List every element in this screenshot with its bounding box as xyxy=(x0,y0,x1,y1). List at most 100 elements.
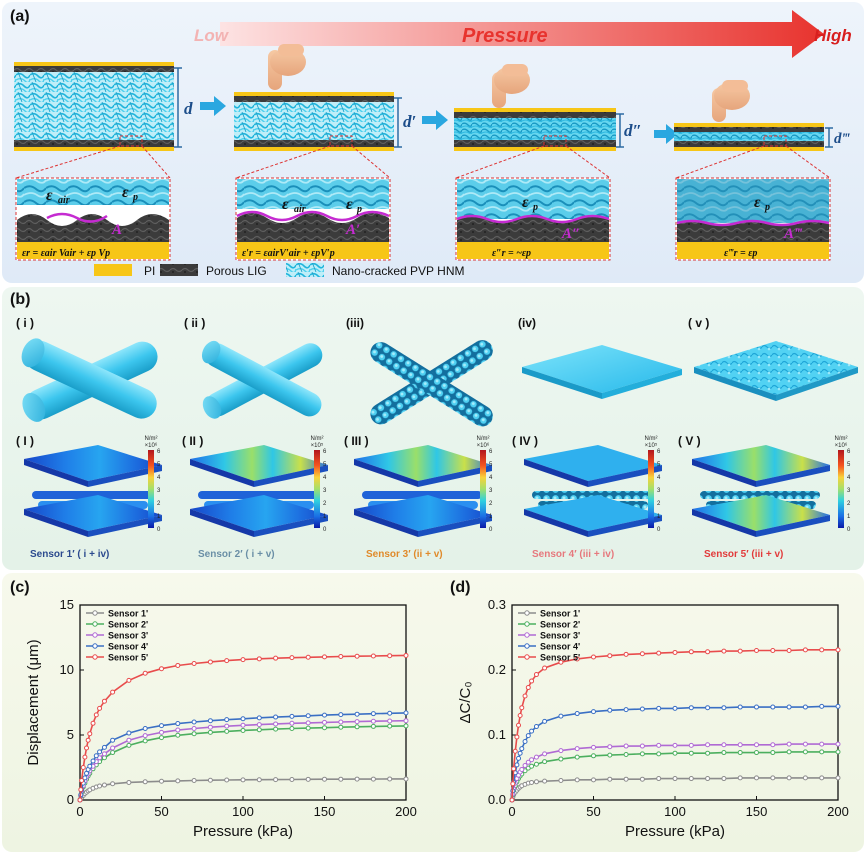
chart-c-data-point xyxy=(101,744,107,750)
chart-c-data-point xyxy=(80,765,86,770)
chart-c-data-point xyxy=(403,723,409,729)
colorbar xyxy=(648,450,654,528)
legend-swatch-pvp xyxy=(286,263,324,277)
chart-c-legend-label: Sensor 3' xyxy=(108,631,148,641)
panel-cd: (c) (d) 0 50 100 150 200 0 5 10 15 Pressure (kPa)… xyxy=(2,573,864,852)
chart-d-data-point xyxy=(517,713,523,718)
chart-d-data-point xyxy=(656,776,662,782)
chart-c-data-point xyxy=(126,737,132,743)
chart-c-data-point xyxy=(142,726,148,731)
colorbars: N/m²×10⁶6543210N/m²×10⁵6543210N/m²×10⁶65… xyxy=(145,436,852,533)
chart-d-data-point xyxy=(591,654,596,660)
chart-c-data-point xyxy=(354,711,360,717)
chart-c-data-point xyxy=(126,677,132,683)
chart-c-series-line xyxy=(79,725,407,801)
chart-d-data-point xyxy=(639,706,645,712)
sim-label-II: ( II ) xyxy=(182,434,203,448)
chart-c-data-point xyxy=(77,797,83,803)
chart-d-x-tick-label: 100 xyxy=(664,804,686,819)
colorbar-tick: 1 xyxy=(847,514,851,520)
chart-d-data-point xyxy=(529,728,535,734)
chart-d-data-point xyxy=(607,744,613,750)
chart-d-data-point xyxy=(542,751,548,757)
eps-air-label-2: ε xyxy=(282,196,289,213)
chart-c-data-point xyxy=(191,719,197,725)
eps-p-label-4: ε xyxy=(754,194,761,211)
chart-d-data-point xyxy=(519,746,525,752)
chart-d-data-point xyxy=(514,734,520,740)
chart-c-data-point xyxy=(84,745,90,751)
chart-d-data-point xyxy=(786,775,792,781)
chart-d-data-point xyxy=(525,759,531,765)
chart-d-data-point xyxy=(802,704,808,710)
finger-icon xyxy=(492,64,530,108)
chart-c-data-point xyxy=(322,776,327,782)
chart-d-data-point xyxy=(533,779,539,785)
chart-c-data-point xyxy=(240,727,246,733)
chart-d-data-point xyxy=(737,704,743,710)
chart-c-data-point xyxy=(142,738,148,744)
finger-icon xyxy=(268,44,306,90)
formula-1: εr = εair Vair + εp Vp xyxy=(22,248,110,259)
chart-d-data-point xyxy=(802,775,808,781)
eps-air-label-1: ε xyxy=(46,187,53,204)
chart-d-legend-marker xyxy=(524,621,530,627)
chart-c-data-point xyxy=(273,714,279,720)
chart-d-y-tick-label: 0.0 xyxy=(488,792,506,807)
chart-d-legend-label: Sensor 5' xyxy=(540,653,580,663)
sensor-caption-1: Sensor 1′ ( i + iv) xyxy=(30,549,109,560)
chart-c-data-point xyxy=(289,713,295,719)
chart-c-data-point xyxy=(370,653,376,659)
formula-3: ε″r = ~εp xyxy=(492,248,531,259)
chart-c-data-point xyxy=(175,778,181,784)
chart-d-data-point xyxy=(529,757,535,763)
chart-d-data-point xyxy=(737,750,743,756)
sim-sensor-3 xyxy=(354,445,492,537)
chart-c-data-point xyxy=(354,719,360,725)
chart-c-y-axis-label: Displacement (μm) xyxy=(25,639,42,765)
chart-d-data-point xyxy=(688,776,694,782)
chart-d-data-point xyxy=(574,711,580,717)
chart-d-data-point xyxy=(754,750,759,756)
chart-c-data-point xyxy=(159,778,164,784)
chart-d-legend-label: Sensor 1' xyxy=(540,609,580,619)
sim-sensor-4 xyxy=(524,445,662,537)
colorbar-tick: 3 xyxy=(657,488,661,494)
chart-c-x-axis-label: Pressure (kPa) xyxy=(193,823,293,840)
eps-p-sub-2: p xyxy=(356,204,362,215)
chart-c-data-point xyxy=(305,725,311,731)
chart-d-data-point xyxy=(721,648,727,654)
chart-c-data-point xyxy=(93,753,99,759)
gap-label-1: d xyxy=(184,99,193,118)
chart-d-data-point xyxy=(574,656,580,662)
chart-d-data-point xyxy=(819,647,825,653)
chart-c-legend-marker xyxy=(92,610,98,616)
chart-c-data-point xyxy=(387,710,393,716)
chart-c-data-point xyxy=(207,718,213,724)
chart-d-data-point xyxy=(533,672,539,678)
chart-c-data-point xyxy=(142,733,148,739)
eps-p-label-1: ε xyxy=(122,184,129,201)
stage-arrow-2 xyxy=(422,110,448,130)
colorbar-tick: 6 xyxy=(489,449,493,455)
chart-d-data-point xyxy=(819,703,825,709)
colorbar-tick: 6 xyxy=(157,449,161,455)
chart-d-data-point xyxy=(656,705,662,711)
chart-c-data-point xyxy=(175,721,181,727)
area-label-4: A‴ xyxy=(783,226,803,242)
legend-swatch-pi xyxy=(94,264,132,276)
displacement-chart: 0 50 100 150 200 0 5 10 15 Pressure (kPa) Displace… xyxy=(25,597,417,840)
chart-c-data-point xyxy=(175,732,181,738)
chart-c-data-point xyxy=(289,720,295,726)
chart-c-data-point xyxy=(370,776,376,782)
structure-v-rough-film xyxy=(694,341,858,401)
colorbar-tick: 3 xyxy=(157,488,161,494)
chart-d-legend-label: Sensor 4' xyxy=(540,642,580,652)
colorbar-unit: N/m² xyxy=(145,436,158,442)
formula-4: ε‴r = εp xyxy=(724,248,757,259)
chart-d-data-point xyxy=(835,741,841,747)
sensor-caption-4: Sensor 4′ (iii + iv) xyxy=(532,549,614,560)
colorbar-scale: ×10⁵ xyxy=(311,442,324,449)
chart-c-data-point xyxy=(191,726,197,731)
chart-c-legend-label: Sensor 4' xyxy=(108,642,148,652)
